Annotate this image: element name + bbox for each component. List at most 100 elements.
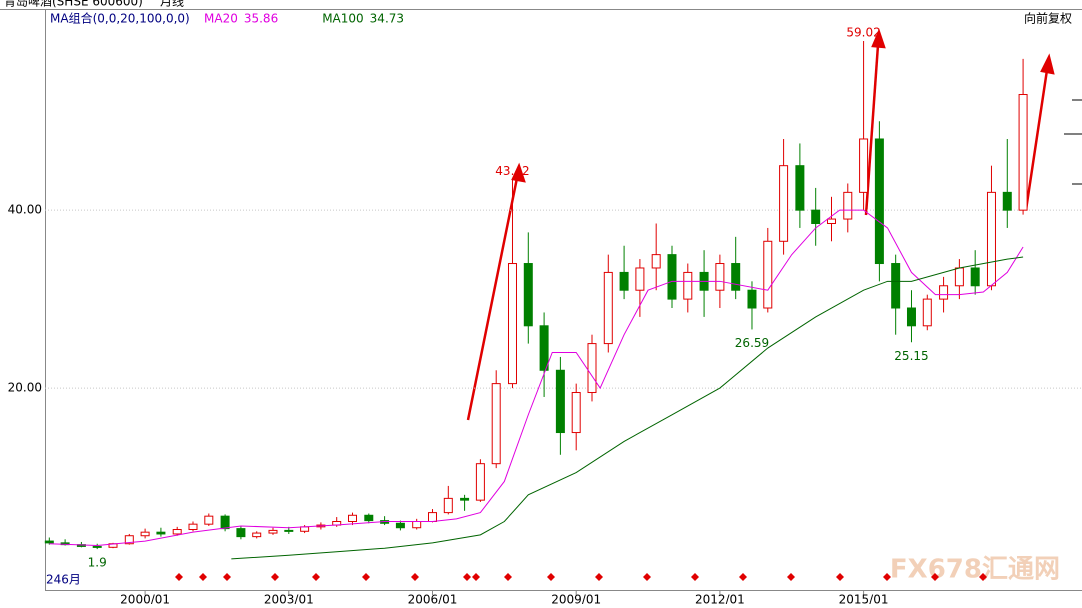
event-marker[interactable]	[312, 573, 320, 581]
event-marker[interactable]	[883, 573, 891, 581]
price-label: 43.42	[495, 164, 529, 178]
x-tick-label: 2012/01	[695, 593, 745, 605]
ma-line	[231, 256, 1024, 560]
candle-body	[683, 271, 693, 300]
candle-body	[460, 497, 470, 501]
event-marker[interactable]	[223, 573, 231, 581]
x-tick-label: 2003/01	[264, 593, 314, 605]
event-marker[interactable]	[739, 573, 747, 581]
candle-body	[763, 240, 773, 309]
adjust[interactable]: 向前复权	[1024, 11, 1072, 26]
event-marker[interactable]	[504, 573, 512, 581]
event-marker[interactable]	[836, 573, 844, 581]
event-marker[interactable]	[691, 573, 699, 581]
candle-body	[1002, 191, 1012, 211]
candle-body	[443, 497, 453, 514]
candle-body	[779, 165, 789, 242]
candle-body	[188, 523, 198, 531]
candle-body	[427, 512, 437, 523]
candle-body	[555, 369, 565, 434]
event-marker[interactable]	[787, 573, 795, 581]
event-markers[interactable]	[175, 573, 987, 581]
candle-body	[667, 254, 677, 300]
event-marker[interactable]	[411, 573, 419, 581]
candle-body	[603, 271, 613, 345]
candle-body	[747, 289, 757, 309]
event-marker[interactable]	[643, 573, 651, 581]
trend-arrows	[466, 28, 1055, 421]
event-marker[interactable]	[463, 573, 471, 581]
candle-body	[891, 263, 901, 309]
event-marker[interactable]	[931, 573, 939, 581]
candle-body	[635, 267, 645, 291]
x-tick-label: 2009/01	[551, 593, 601, 605]
candle-body	[156, 531, 166, 535]
stock-title: 青岛啤酒(SHSE 600600)	[4, 0, 143, 9]
candle-body	[731, 263, 741, 291]
indicator[interactable]: MA组合(0,0,20,100,0,0)	[50, 11, 190, 26]
legend-name[interactable]: MA100	[322, 12, 363, 26]
candle-body	[364, 514, 374, 522]
candle-body	[539, 325, 549, 371]
candle-body	[954, 267, 964, 287]
candle-body	[300, 526, 310, 532]
candle-body	[922, 298, 932, 327]
right-marks	[1064, 99, 1082, 185]
candle-body	[843, 191, 853, 220]
candle-body	[715, 263, 725, 291]
candle-body	[348, 514, 358, 523]
candle-body	[906, 307, 916, 327]
candle-body	[204, 515, 214, 525]
candle-body	[395, 522, 405, 529]
event-marker[interactable]	[271, 573, 279, 581]
candle-body	[587, 343, 597, 394]
ma-line	[49, 209, 1024, 547]
price-label: 1.9	[88, 556, 107, 570]
y-tick-label: 20.00	[8, 381, 42, 395]
candle-body	[140, 531, 150, 537]
candle-body	[939, 285, 949, 300]
candle-body	[412, 521, 422, 529]
event-marker[interactable]	[979, 573, 987, 581]
legend-name[interactable]: MA20	[204, 12, 238, 26]
y-tick-label: 40.00	[8, 203, 42, 217]
event-marker[interactable]	[175, 573, 183, 581]
arrow-head	[1040, 53, 1055, 75]
event-marker[interactable]	[547, 573, 555, 581]
x-tick-label: 2015/01	[839, 593, 889, 605]
candle-body	[124, 535, 134, 545]
candle-body	[1018, 94, 1028, 211]
trend-arrow	[1024, 69, 1049, 211]
candle-body	[172, 529, 182, 535]
candle-body	[252, 532, 262, 538]
candle-body	[651, 254, 661, 269]
candle-body	[523, 263, 533, 327]
period[interactable]: 月线	[160, 0, 184, 9]
candle-body	[491, 383, 501, 465]
trend-arrow	[466, 177, 519, 421]
event-marker[interactable]	[362, 573, 370, 581]
x-tick-label: 2000/01	[120, 593, 170, 605]
candle-body	[571, 392, 581, 434]
candle-body	[811, 209, 821, 224]
arrow-head	[871, 28, 886, 49]
candle-body	[268, 529, 278, 534]
count-label: 246月	[46, 573, 81, 587]
candle-body	[220, 515, 230, 530]
legend-value: 34.73	[370, 12, 404, 26]
event-marker[interactable]	[199, 573, 207, 581]
candle-body	[970, 267, 980, 287]
watermark: FX678汇通网	[890, 555, 1060, 585]
x-tick-label: 2006/01	[408, 593, 458, 605]
candle-body	[874, 138, 884, 265]
arrow-head	[511, 162, 526, 183]
event-marker[interactable]	[472, 573, 480, 581]
candle-body	[507, 263, 517, 385]
price-label: 25.15	[894, 349, 928, 363]
candle-body	[986, 191, 996, 287]
price-label: 26.59	[735, 336, 769, 350]
candle-body	[236, 528, 246, 538]
event-marker[interactable]	[595, 573, 603, 581]
